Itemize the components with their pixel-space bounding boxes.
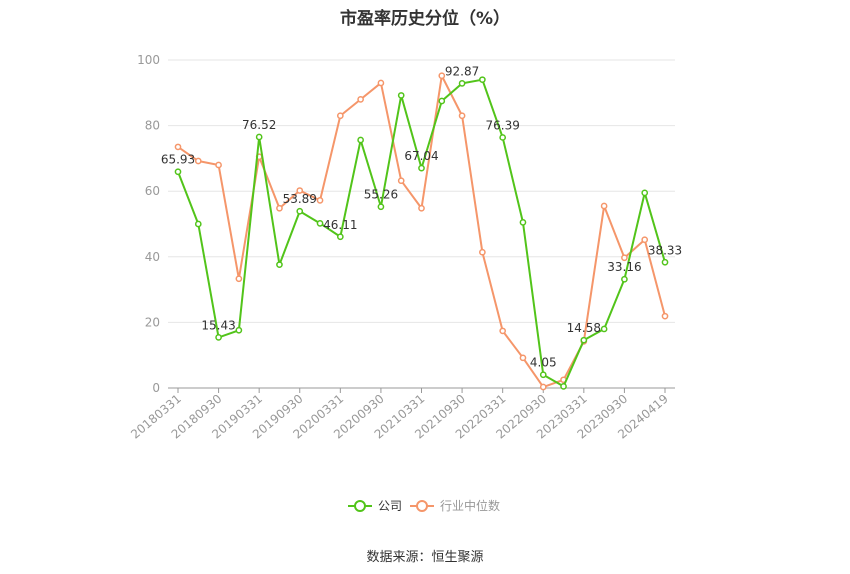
data-point: [377, 203, 385, 211]
data-label: 76.52: [242, 118, 276, 132]
legend: 公司 行业中位数: [348, 498, 500, 513]
data-point: [194, 220, 202, 228]
data-point: [316, 219, 324, 227]
data-source-note: 数据来源：恒生聚源: [366, 550, 484, 565]
series-layer: [174, 72, 669, 391]
grid-lines: [168, 59, 675, 323]
data-point: [397, 177, 405, 185]
data-point: [539, 383, 547, 391]
data-point: [336, 233, 344, 241]
data-point: [621, 254, 628, 262]
y-tick-label: 60: [145, 184, 160, 198]
data-label: 33.16: [607, 260, 641, 274]
data-label: 15.43: [201, 318, 235, 332]
data-point: [235, 326, 243, 334]
data-point: [438, 97, 446, 105]
data-label: 4.05: [530, 356, 557, 370]
data-label: 55.26: [364, 188, 398, 202]
data-point: [235, 275, 243, 283]
y-axis: 0 20 40 60 80 100: [137, 53, 160, 395]
data-point: [560, 383, 567, 390]
data-point: [641, 189, 649, 197]
data-point: [215, 334, 222, 341]
x-axis: 2018033120180930201903312019093020200331…: [128, 387, 675, 442]
data-point: [458, 112, 466, 120]
data-point: [194, 157, 202, 165]
data-point: [499, 134, 507, 141]
data-label: 38.33: [648, 243, 682, 257]
data-point: [174, 143, 182, 151]
data-point: [519, 219, 527, 226]
data-point: [661, 258, 669, 266]
data-label: 14.58: [567, 321, 601, 335]
data-point: [397, 92, 405, 99]
data-label: 92.87: [445, 64, 479, 78]
data-label: 46.11: [323, 218, 357, 232]
data-point: [418, 204, 425, 212]
y-tick-label: 100: [137, 53, 160, 67]
data-point: [276, 261, 283, 269]
data-point: [276, 204, 283, 212]
data-point: [215, 161, 222, 169]
data-point: [438, 72, 446, 80]
legend-marker: [416, 500, 428, 512]
data-point: [479, 248, 486, 256]
y-tick-label: 80: [145, 119, 160, 133]
data-point: [357, 96, 364, 103]
data-point: [539, 371, 547, 379]
chart-title: 市盈率历史分位（%）: [339, 9, 511, 29]
data-point: [458, 80, 466, 87]
data-point: [316, 197, 324, 204]
data-labels: 65.93 15.43 76.52 53.89 46.11 55.26 67.04 92.87…: [161, 64, 682, 369]
legend-label: 公司: [378, 499, 402, 513]
data-point: [296, 207, 304, 215]
data-label: 67.04: [404, 149, 438, 163]
data-point: [377, 79, 385, 87]
data-point: [600, 325, 608, 333]
data-point: [479, 76, 486, 84]
y-tick-label: 40: [145, 250, 160, 264]
data-point: [296, 187, 304, 194]
y-tick-label: 20: [145, 315, 160, 329]
data-label: 65.93: [161, 153, 195, 167]
data-point: [357, 136, 364, 144]
data-point: [418, 164, 425, 172]
data-label: 53.89: [283, 192, 317, 206]
data-point: [580, 336, 588, 344]
data-point: [255, 133, 263, 141]
data-point: [336, 112, 344, 120]
data-point: [600, 202, 608, 210]
data-point: [174, 168, 182, 176]
data-point: [519, 354, 527, 362]
legend-marker: [354, 500, 366, 512]
y-tick-label: 0: [152, 381, 160, 395]
data-label: 76.39: [485, 118, 519, 132]
data-point: [621, 275, 628, 283]
data-point: [661, 312, 669, 320]
legend-label: 行业中位数: [440, 498, 500, 513]
data-point: [641, 236, 649, 244]
data-point: [499, 327, 507, 335]
